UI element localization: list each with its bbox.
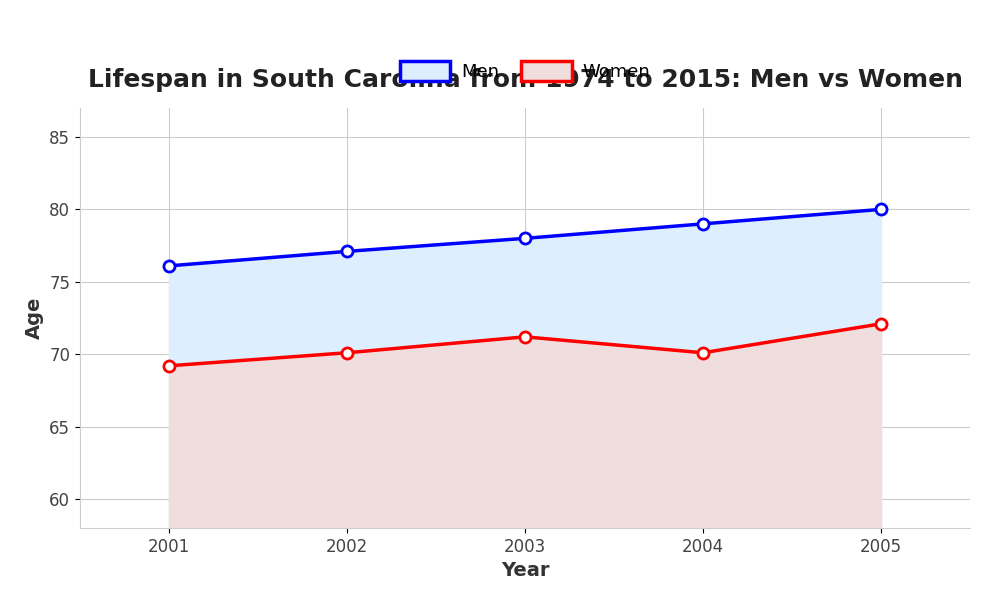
- Legend: Men, Women: Men, Women: [393, 54, 657, 88]
- Title: Lifespan in South Carolina from 1974 to 2015: Men vs Women: Lifespan in South Carolina from 1974 to …: [88, 68, 962, 92]
- X-axis label: Year: Year: [501, 561, 549, 580]
- Y-axis label: Age: Age: [25, 297, 44, 339]
